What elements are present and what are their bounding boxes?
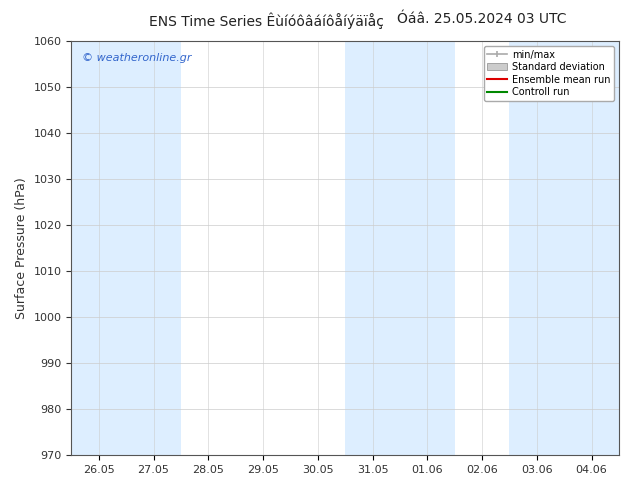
Y-axis label: Surface Pressure (hPa): Surface Pressure (hPa) [15,177,28,319]
Bar [72,41,126,455]
Legend: min/max, Standard deviation, Ensemble mean run, Controll run: min/max, Standard deviation, Ensemble me… [484,46,614,101]
Bar [126,41,181,455]
Text: ENS Time Series Êùíóôâáíôåíýäïåç: ENS Time Series Êùíóôâáíôåíýäïåç [149,12,384,29]
Bar [345,41,400,455]
Text: © weatheronline.gr: © weatheronline.gr [82,53,192,64]
Bar [400,41,455,455]
Text: Óáâ. 25.05.2024 03 UTC: Óáâ. 25.05.2024 03 UTC [397,12,567,26]
Bar [510,41,564,455]
Bar [564,41,619,455]
